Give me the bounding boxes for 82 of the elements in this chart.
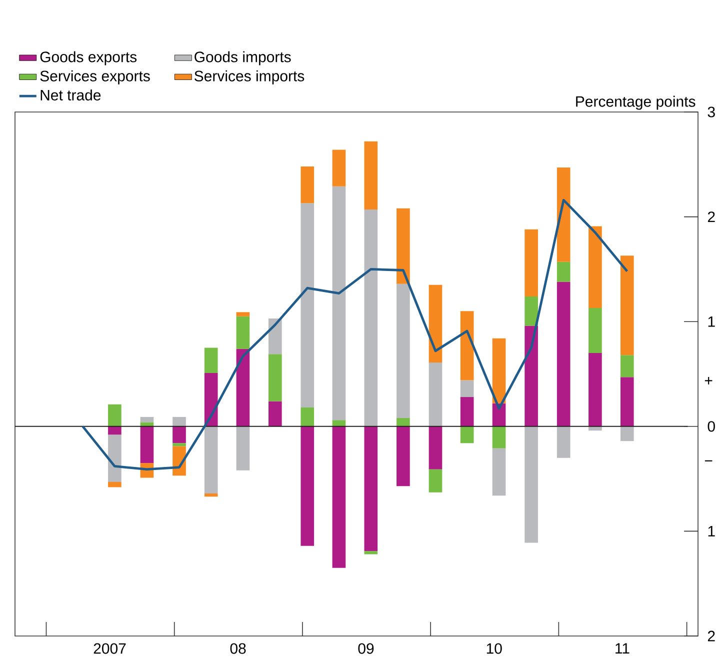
bar xyxy=(428,284,442,362)
y-tick-label: 2 xyxy=(708,212,715,222)
bar xyxy=(396,208,410,284)
bar xyxy=(300,426,314,546)
x-tick-label: 08 xyxy=(230,643,246,654)
y-tick-label: 2 xyxy=(708,630,715,642)
bar xyxy=(300,203,314,408)
bar xyxy=(524,296,538,326)
bar xyxy=(428,362,442,426)
text: + xyxy=(704,377,712,384)
bar xyxy=(204,348,218,373)
bar xyxy=(172,426,186,444)
y-tick-label: 1 xyxy=(708,316,715,327)
bar xyxy=(332,186,346,420)
bar xyxy=(524,426,538,543)
legend-label: Services imports xyxy=(194,70,304,84)
bar xyxy=(396,418,410,426)
bar xyxy=(236,312,250,316)
bar xyxy=(556,168,570,262)
bar xyxy=(332,420,346,426)
x-tick-label: 09 xyxy=(358,643,374,654)
bar xyxy=(460,380,474,398)
bar xyxy=(332,150,346,186)
y-tick-label: 1 xyxy=(708,526,715,536)
bar xyxy=(556,262,570,282)
bar xyxy=(140,416,154,422)
bar xyxy=(460,397,474,426)
bar xyxy=(364,426,378,552)
bar xyxy=(364,209,378,426)
bar xyxy=(620,377,634,426)
bar xyxy=(460,426,474,444)
bar xyxy=(556,282,570,426)
bar xyxy=(428,426,442,470)
bar xyxy=(108,426,122,435)
bar xyxy=(364,141,378,210)
bar xyxy=(620,426,634,442)
bar xyxy=(524,229,538,296)
legend-label: Goods imports xyxy=(194,51,291,66)
bar xyxy=(172,416,186,426)
bar xyxy=(108,434,122,482)
bar xyxy=(268,354,282,402)
text: − xyxy=(704,460,712,462)
bar xyxy=(268,401,282,426)
bar xyxy=(300,408,314,426)
y-tick-label: 0 xyxy=(708,421,715,432)
line-series xyxy=(82,198,628,471)
bar xyxy=(204,426,218,494)
bar xyxy=(620,256,634,356)
bar xyxy=(140,426,154,464)
bar xyxy=(236,316,250,349)
bar xyxy=(588,308,602,354)
y-tick-label: 3 xyxy=(708,106,715,118)
bar xyxy=(428,469,442,492)
bar xyxy=(492,426,506,448)
bar xyxy=(108,482,122,488)
bar xyxy=(300,166,314,204)
bar xyxy=(492,448,506,496)
bar xyxy=(588,353,602,426)
bar xyxy=(332,426,346,568)
bar xyxy=(396,284,410,418)
legend-label: Net trade xyxy=(40,89,101,100)
bar xyxy=(364,551,378,554)
bar xyxy=(492,338,506,404)
x-tick-label: 11 xyxy=(616,643,630,654)
bar xyxy=(556,426,570,458)
x-tick-label: 10 xyxy=(486,643,502,654)
y-axis-title: Percentage points xyxy=(576,96,696,110)
bar xyxy=(204,493,218,497)
bar xyxy=(268,318,282,354)
bar xyxy=(620,355,634,378)
bar xyxy=(204,372,218,426)
x-tick-label: 2007 xyxy=(94,643,126,654)
bar xyxy=(236,426,250,470)
bar xyxy=(588,226,602,308)
legend-label: Goods exports xyxy=(40,51,137,66)
bar xyxy=(108,404,122,426)
bar xyxy=(396,426,410,486)
bar xyxy=(236,348,250,426)
bar xyxy=(524,326,538,426)
legend-label: Services exports xyxy=(40,70,150,84)
bar xyxy=(460,311,474,380)
bar xyxy=(172,443,186,446)
